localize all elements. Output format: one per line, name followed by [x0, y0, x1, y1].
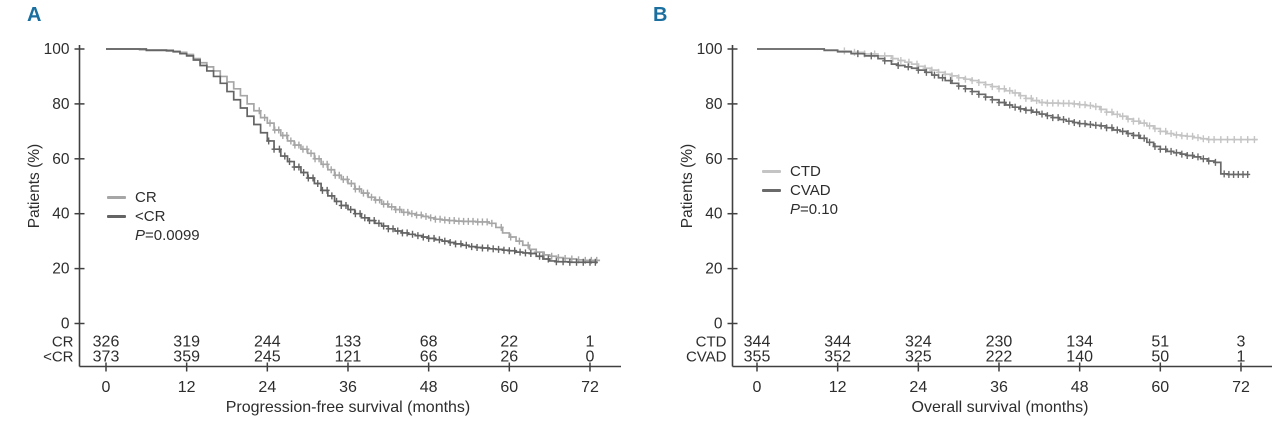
at-risk-value: 3: [1237, 334, 1246, 351]
x-tick-label: 36: [990, 379, 1008, 396]
legend-label-cr: CR: [135, 189, 157, 206]
at-risk-value: 352: [824, 349, 851, 366]
legend-b: CTD CVAD P =0.10: [762, 162, 838, 219]
at-risk-value: 51: [1151, 334, 1169, 351]
x-tick-label: 72: [1232, 379, 1250, 396]
y-tick-label: 40: [705, 206, 723, 223]
km-plot-b: 0 20 40 60 80 100 0 12 24 36 48 60 72 CTD 344 344 324 230…: [686, 41, 1272, 396]
x-tick-label: 24: [909, 379, 927, 396]
x-tick-label: 24: [258, 379, 276, 396]
at-risk-value: 355: [744, 349, 771, 366]
x-tick-label: 36: [339, 379, 357, 396]
legend-a: CR <CR P =0.0099: [107, 188, 200, 245]
x-tick-label: 0: [753, 379, 762, 396]
at-risk-row-label: CTD: [696, 334, 727, 351]
at-risk-value: 230: [986, 334, 1013, 351]
x-tick-label: 12: [178, 379, 196, 396]
at-risk-value: 134: [1066, 334, 1093, 351]
panel-label-b: B: [653, 4, 668, 26]
km-plot-a: 0 20 40 60 80 100 0 12 24 36 48 60 72 CR 326 319 244 133 6…: [43, 41, 621, 396]
panel-a: A Patients (%) 0 20 40 60 80 100 0 12 24 36 48 60 72…: [26, 4, 621, 416]
x-tick-label: 48: [1071, 379, 1089, 396]
panel-label-a: A: [27, 4, 42, 26]
at-risk-value: 244: [254, 334, 281, 351]
y-tick-label: 60: [52, 151, 70, 168]
at-risk-value: 50: [1151, 349, 1169, 366]
x-tick-label: 48: [420, 379, 438, 396]
at-risk-value: 319: [173, 334, 200, 351]
y-tick-label: 20: [52, 261, 70, 278]
legend-line-ltcr-icon: [107, 215, 126, 218]
legend-line-ctd-icon: [762, 170, 781, 173]
panel-b: B Patients (%) 0 20 40 60 80 100 0 12 24 36 48 60 72…: [640, 0, 1280, 436]
at-risk-row-label: CVAD: [686, 349, 727, 366]
at-risk-value: 326: [93, 334, 120, 351]
at-risk-value: 26: [500, 349, 518, 366]
at-risk-value: 324: [905, 334, 932, 351]
legend-item-cvad: CVAD: [762, 181, 838, 200]
at-risk-value: 344: [744, 334, 771, 351]
at-risk-value: 222: [986, 349, 1013, 366]
legend-item-ltcr: <CR: [107, 207, 200, 226]
legend-label-cvad: CVAD: [790, 182, 831, 199]
x-tick-label: 60: [1151, 379, 1169, 396]
p-value-italic: P: [135, 227, 146, 244]
km-curve-cvad: [757, 48, 1248, 176]
p-value-a: P =0.0099: [135, 226, 200, 245]
y-tick-label: 80: [705, 96, 723, 113]
at-risk-value: 373: [93, 349, 120, 366]
at-risk-value: 325: [905, 349, 932, 366]
y-tick-label: 80: [52, 96, 70, 113]
at-risk-row-label: <CR: [43, 349, 74, 366]
at-risk-value: 359: [173, 349, 200, 366]
at-risk-value: 66: [420, 349, 438, 366]
p-value-rest: =0.0099: [145, 227, 200, 244]
x-tick-label: 60: [500, 379, 518, 396]
at-risk-value: 22: [500, 334, 518, 351]
legend-item-ctd: CTD: [762, 162, 838, 181]
km-curve-ctd: [757, 48, 1258, 141]
x-axis-title-a: Progression-free survival (months): [225, 399, 471, 416]
y-tick-label: 40: [52, 206, 70, 223]
at-risk-value: 0: [586, 349, 595, 366]
at-risk-value: 140: [1066, 349, 1093, 366]
x-axis-title-b: Overall survival (months): [911, 399, 1089, 416]
at-risk-value: 1: [586, 334, 595, 351]
p-value-rest: =0.10: [800, 201, 838, 218]
legend-line-cvad-icon: [762, 189, 781, 192]
legend-label-ctd: CTD: [790, 163, 821, 180]
x-tick-label: 12: [829, 379, 847, 396]
x-tick-label: 0: [102, 379, 111, 396]
at-risk-value: 133: [335, 334, 362, 351]
y-tick-label: 20: [705, 261, 723, 278]
y-tick-label: 100: [697, 41, 723, 58]
at-risk-row-label: CR: [52, 334, 74, 351]
at-risk-value: 344: [824, 334, 851, 351]
p-value-italic: P: [790, 201, 801, 218]
legend-item-cr: CR: [107, 188, 200, 207]
y-tick-label: 100: [44, 41, 70, 58]
at-risk-value: 68: [420, 334, 438, 351]
legend-line-cr-icon: [107, 196, 126, 199]
at-risk-value: 245: [254, 349, 281, 366]
y-tick-label: 60: [705, 151, 723, 168]
x-tick-label: 72: [581, 379, 599, 396]
p-value-b: P =0.10: [790, 200, 838, 219]
at-risk-value: 1: [1237, 349, 1246, 366]
legend-label-ltcr: <CR: [135, 208, 166, 225]
y-tick-label: 0: [61, 316, 70, 333]
y-tick-label: 0: [714, 316, 723, 333]
at-risk-value: 121: [335, 349, 362, 366]
